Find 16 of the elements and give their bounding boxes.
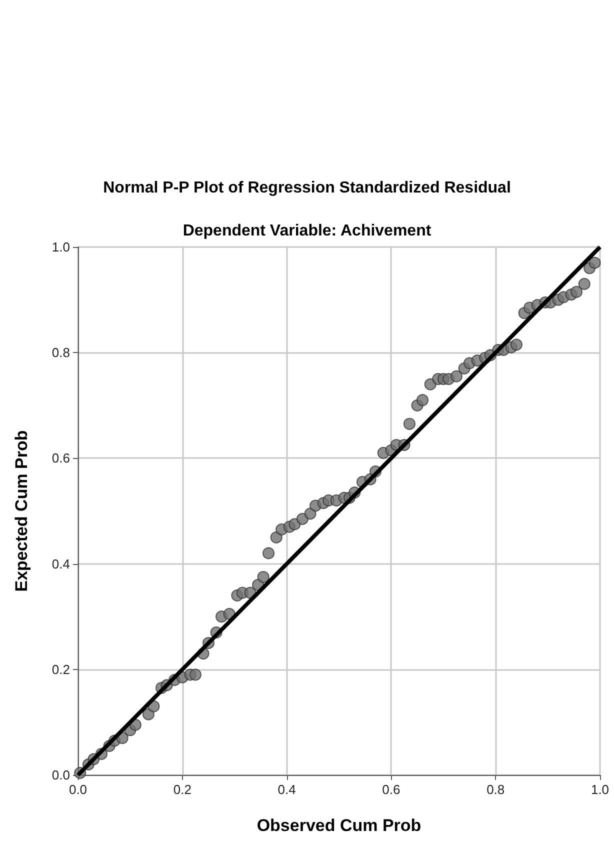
y-tick-label: 0.0 [52, 768, 70, 782]
x-tick-label: 0.8 [486, 782, 505, 797]
x-tick-label: 0.4 [278, 782, 296, 797]
y-tick-label: 1.0 [52, 240, 70, 254]
chart-title: Normal P-P Plot of Regression Standardized Residual [103, 180, 511, 196]
x-tick-label: 1.0 [590, 782, 610, 797]
chart-subtitle: Dependent Variable: Achivement [182, 222, 432, 240]
x-tick-label: 0.6 [382, 782, 400, 797]
x-tick-label: 0.2 [173, 782, 192, 797]
y-tick-label: 0.4 [52, 556, 70, 572]
x-axis-title: Observed Cum Prob [256, 816, 422, 835]
y-tick-label: 0.2 [52, 662, 70, 677]
y-tick-label: 0.8 [52, 345, 70, 360]
y-tick-label: 0.6 [52, 450, 70, 466]
y-axis-title: Expected Cum Prob [12, 430, 31, 592]
x-tick-label: 0.0 [68, 782, 88, 797]
